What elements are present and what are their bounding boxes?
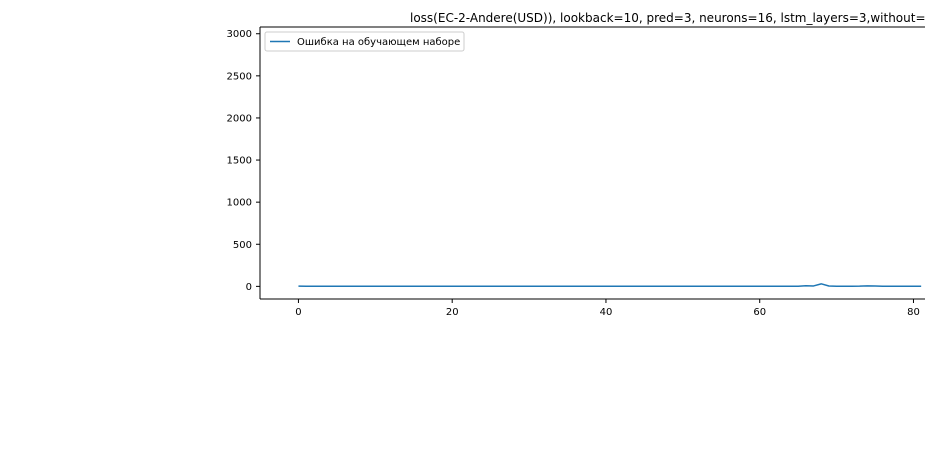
y-tick-label: 2000 <box>227 113 252 124</box>
y-tick-label: 500 <box>233 240 252 251</box>
plot-area <box>298 283 922 287</box>
axis-ticks: 0 20 40 60 80 0 500 1000 1500 2000 2500 3000 <box>227 29 920 318</box>
y-tick-label: 1500 <box>227 156 252 167</box>
y-tick-label: 2500 <box>227 71 252 82</box>
x-tick-label: 60 <box>753 307 766 318</box>
x-tick-label: 0 <box>295 307 301 318</box>
chart-title: loss(EC-2-Andere(USD)), lookback=10, pre… <box>410 11 925 25</box>
legend-box <box>264 31 465 52</box>
y-tick-label: 1000 <box>227 198 252 209</box>
legend: Ошибка на обучающем наборе <box>264 31 465 52</box>
axes <box>259 26 925 300</box>
y-tick-label: 0 <box>246 282 252 293</box>
legend-label: Ошибка на обучающем наборе <box>297 37 460 48</box>
series-line <box>298 283 922 287</box>
x-tick-label: 80 <box>907 307 920 318</box>
x-tick-label: 40 <box>600 307 613 318</box>
y-tick-label: 3000 <box>227 29 252 40</box>
x-tick-label: 20 <box>446 307 459 318</box>
